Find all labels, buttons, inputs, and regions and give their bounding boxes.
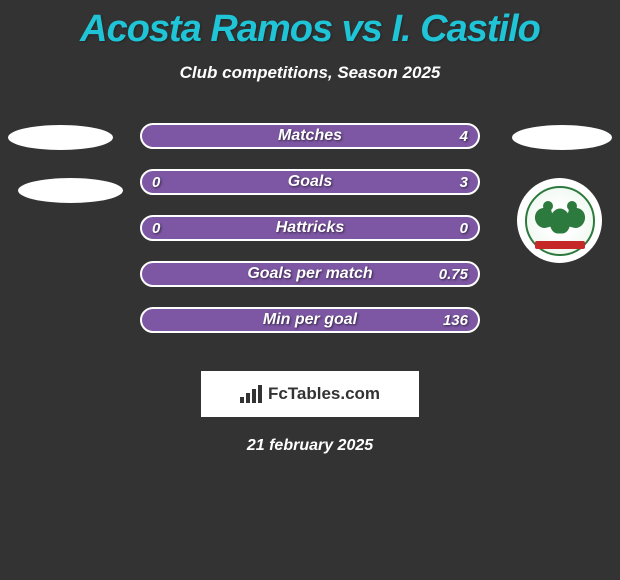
date-text: 21 february 2025 [0,437,620,455]
stat-label: Hattricks [276,219,344,237]
comparison-title: Acosta Ramos vs I. Castilo [0,0,620,51]
stat-row-min-per-goal: Min per goal 136 [0,297,620,343]
stat-value-right: 0 [460,220,468,237]
stat-label: Goals [288,173,332,191]
stat-value-right: 4 [460,128,468,145]
stat-row-goals: 0 Goals 3 [0,159,620,205]
comparison-subtitle: Club competitions, Season 2025 [0,63,620,83]
stat-label: Goals per match [247,265,372,283]
stat-bar: Matches 4 [140,123,480,149]
stat-bar: 0 Goals 3 [140,169,480,195]
stat-label: Min per goal [263,311,357,329]
stat-value-left: 0 [152,174,160,191]
stat-row-goals-per-match: Goals per match 0.75 [0,251,620,297]
stat-value-right: 136 [443,312,468,329]
logo-text: FcTables.com [268,384,380,404]
stat-bar: Goals per match 0.75 [140,261,480,287]
stat-value-right: 3 [460,174,468,191]
stats-container: Matches 4 0 Goals 3 0 Hattricks 0 Goals … [0,113,620,343]
stat-row-hattricks: 0 Hattricks 0 [0,205,620,251]
stat-bar: Min per goal 136 [140,307,480,333]
fctables-logo: FcTables.com [201,371,419,417]
stat-value-right: 0.75 [439,266,468,283]
bar-chart-icon [240,385,262,403]
stat-row-matches: Matches 4 [0,113,620,159]
stat-value-left: 0 [152,220,160,237]
stat-label: Matches [278,127,342,145]
stat-bar: 0 Hattricks 0 [140,215,480,241]
